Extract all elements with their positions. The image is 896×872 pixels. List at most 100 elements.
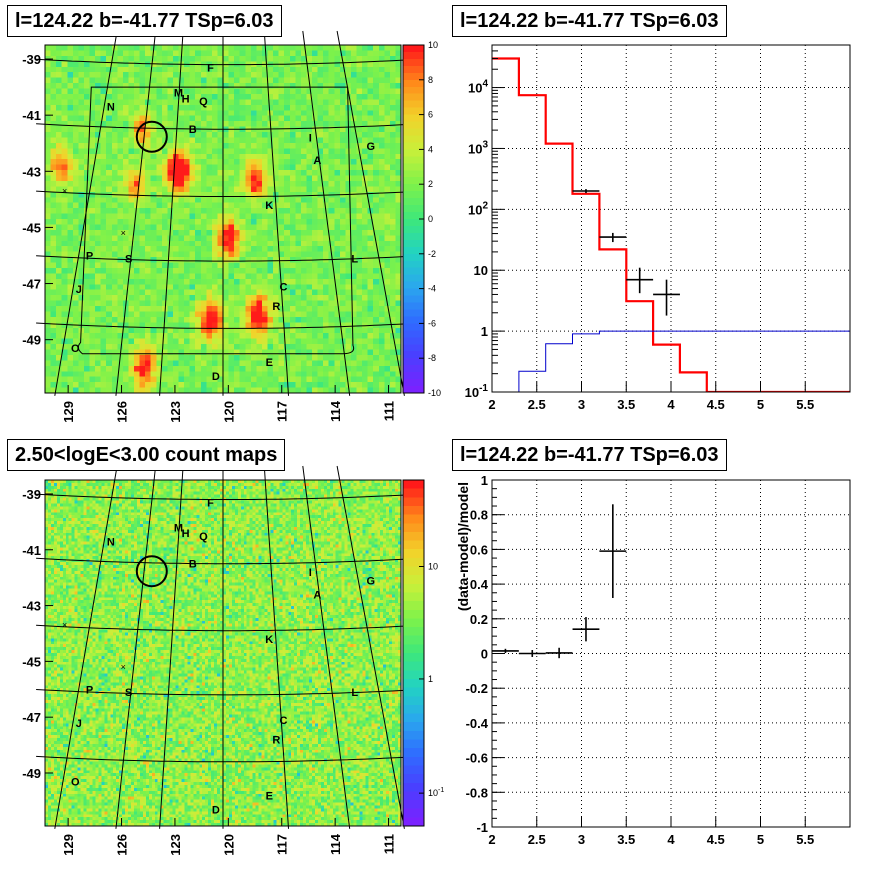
x-tick-label: 120 bbox=[221, 834, 236, 856]
source-label: L bbox=[351, 687, 358, 699]
colorbar-tick-label: 6 bbox=[428, 110, 433, 120]
x-tick-label: 5 bbox=[757, 397, 764, 412]
tev-cross: × bbox=[62, 620, 67, 630]
y-tick-label: 0.8 bbox=[470, 508, 488, 523]
spectrum-panel: 2 2.5 3 3.5 4 4.5 5 5.5 10-1 1 10 102 103 104 bbox=[465, 44, 851, 412]
x-tick-label: 117 bbox=[275, 834, 290, 855]
source-label: E bbox=[266, 790, 273, 802]
source-label: L bbox=[351, 253, 358, 265]
colorbar-tick-label: 10 bbox=[428, 562, 438, 572]
y-tick-label: 0.4 bbox=[470, 577, 489, 592]
y-tick-label: 103 bbox=[468, 139, 488, 156]
x-tick-label: 3.5 bbox=[617, 397, 635, 412]
source-label: B bbox=[189, 559, 197, 571]
y-tick-label: -43 bbox=[22, 164, 41, 179]
x-tick-label: 129 bbox=[61, 401, 76, 423]
x-tick-label: 114 bbox=[328, 833, 343, 855]
meridian-line bbox=[115, 30, 157, 396]
x-tick-label: 120 bbox=[221, 401, 236, 423]
x-tick-label: 117 bbox=[275, 401, 290, 422]
x-tick-label: 4.5 bbox=[707, 832, 725, 847]
meridian-line bbox=[263, 465, 289, 829]
source-label: M bbox=[174, 88, 183, 100]
residual-point bbox=[518, 650, 546, 657]
y-tick-label: 102 bbox=[468, 200, 488, 217]
x-tick-label: 2.5 bbox=[528, 397, 546, 412]
colorbar-tick-label: 2 bbox=[428, 179, 433, 189]
colorbar-tick-label: -4 bbox=[428, 284, 436, 294]
x-tick-label: 4 bbox=[667, 397, 675, 412]
residual-point bbox=[545, 647, 573, 659]
source-label: K bbox=[265, 200, 273, 212]
tev-cross: × bbox=[121, 228, 126, 238]
x-tick-label: 4 bbox=[667, 832, 675, 847]
meridian-line bbox=[336, 30, 405, 396]
source-label: N bbox=[107, 102, 115, 114]
x-tick-label: 5.5 bbox=[796, 397, 814, 412]
source-label: C bbox=[280, 715, 288, 727]
panel-1-title: l=124.22 b=-41.77 TSp=6.03 bbox=[7, 5, 282, 37]
source-circle bbox=[135, 555, 168, 588]
y-tick-label: -47 bbox=[22, 710, 41, 725]
y-axis-label: (data-model)/model bbox=[455, 482, 471, 611]
colorbar-ticks: 10 1 10-1 bbox=[419, 562, 444, 798]
y-tick-label: -49 bbox=[22, 766, 41, 781]
source-label: F bbox=[207, 62, 214, 74]
y-tick-label: -41 bbox=[22, 543, 41, 558]
y-tick-label: -0.4 bbox=[466, 716, 489, 731]
x-tick-label: 126 bbox=[115, 401, 130, 423]
source-circle bbox=[135, 120, 168, 153]
map-graticule bbox=[36, 30, 410, 396]
y-tick-label: 10 bbox=[474, 263, 488, 278]
source-label: C bbox=[280, 281, 288, 293]
map-frame bbox=[44, 479, 402, 827]
meridian-line bbox=[336, 465, 405, 829]
source-label: K bbox=[265, 634, 273, 646]
source-label: Q bbox=[199, 96, 208, 108]
count-map-panel: × × F MH Q N B I G A K P S L J CR O E D 129 126 123 120 117 114 1… bbox=[22, 465, 410, 856]
source-label: H bbox=[182, 93, 190, 105]
colorbar-tick-label: 0 bbox=[428, 214, 433, 224]
y-tick-label: -0.6 bbox=[466, 751, 488, 766]
y-tick-label: 104 bbox=[468, 79, 488, 96]
residual-point bbox=[572, 617, 600, 642]
panel-2-title: l=124.22 b=-41.77 TSp=6.03 bbox=[452, 5, 727, 37]
meridian-line bbox=[54, 465, 118, 829]
source-label: S bbox=[125, 253, 132, 265]
x-tick-label: 123 bbox=[168, 401, 183, 423]
y-tick-label: -0.2 bbox=[466, 681, 488, 696]
y-tick-label: 0 bbox=[481, 647, 488, 662]
source-label: B bbox=[189, 124, 197, 136]
source-label: R bbox=[272, 301, 280, 313]
y-tick-label: -39 bbox=[22, 52, 41, 67]
source-label: F bbox=[207, 497, 214, 509]
panel-4-title: l=124.22 b=-41.77 TSp=6.03 bbox=[452, 439, 727, 471]
x-tick-label: 4.5 bbox=[707, 397, 725, 412]
source-label: G bbox=[366, 141, 375, 153]
meridian-line bbox=[159, 465, 184, 829]
meridian-line bbox=[263, 30, 289, 396]
meridian-line bbox=[302, 465, 351, 829]
colorbar-tick-label: -10 bbox=[428, 388, 441, 398]
y-tick-label: -49 bbox=[22, 333, 41, 348]
map-frame bbox=[44, 44, 402, 394]
x-tick-label: 111 bbox=[382, 834, 397, 854]
source-label: Q bbox=[199, 531, 208, 543]
source-label: I bbox=[309, 133, 312, 145]
colorbar-tick-label: -6 bbox=[428, 318, 436, 328]
source-label: J bbox=[76, 284, 82, 296]
source-label: D bbox=[212, 371, 220, 383]
meridian-line bbox=[159, 30, 184, 396]
source-label: P bbox=[86, 250, 93, 262]
y-tick-label: -0.8 bbox=[466, 785, 488, 800]
source-label: J bbox=[76, 718, 82, 730]
source-label: A bbox=[313, 589, 321, 601]
y-tick-label: -45 bbox=[22, 220, 41, 235]
source-label: O bbox=[71, 343, 80, 355]
source-label: H bbox=[182, 528, 190, 540]
y-tick-label: -47 bbox=[22, 277, 41, 292]
panel-3-title: 2.50<logE<3.00 count maps bbox=[7, 439, 286, 471]
y-tick-label: 1 bbox=[481, 324, 488, 339]
data-point bbox=[626, 267, 654, 294]
